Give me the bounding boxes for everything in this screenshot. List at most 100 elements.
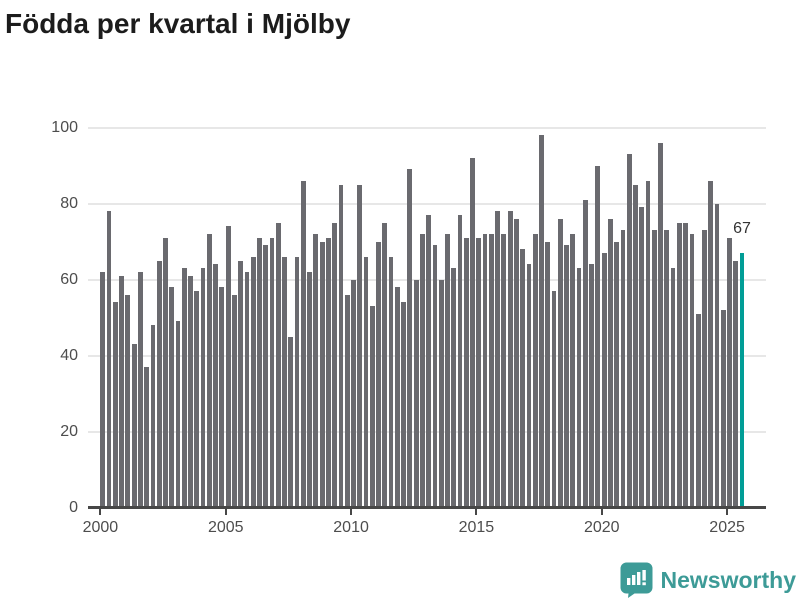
bar bbox=[232, 294, 237, 508]
bar bbox=[708, 180, 714, 508]
x-axis-tick bbox=[475, 509, 478, 515]
bar bbox=[313, 233, 319, 508]
bar bbox=[539, 135, 544, 508]
bar bbox=[689, 233, 695, 508]
bar bbox=[438, 279, 444, 508]
bar bbox=[432, 245, 438, 508]
chart-title: Födda per kvartal i Mjölby bbox=[5, 8, 351, 39]
bar bbox=[175, 321, 181, 508]
bar bbox=[564, 245, 569, 508]
bar bbox=[507, 211, 513, 508]
bar bbox=[620, 230, 626, 508]
bar bbox=[376, 241, 381, 508]
bar bbox=[244, 271, 250, 508]
bar bbox=[332, 222, 338, 508]
x-axis-label: 2025 bbox=[709, 518, 745, 536]
bar bbox=[269, 237, 275, 508]
bar bbox=[695, 313, 701, 508]
bar bbox=[608, 218, 613, 508]
x-axis-tick bbox=[350, 509, 353, 515]
bar bbox=[658, 142, 663, 508]
x-axis-label: 2015 bbox=[458, 518, 495, 536]
bar bbox=[601, 252, 607, 508]
bar bbox=[645, 180, 651, 508]
x-axis-tick bbox=[99, 509, 102, 515]
bar bbox=[357, 184, 363, 508]
bar bbox=[702, 230, 707, 508]
bar bbox=[294, 256, 300, 508]
bar bbox=[138, 271, 143, 508]
bar bbox=[213, 264, 218, 508]
bar bbox=[200, 268, 206, 508]
bar bbox=[275, 222, 281, 508]
x-axis-label: 2000 bbox=[82, 518, 119, 536]
bar bbox=[451, 268, 457, 508]
bar bbox=[282, 256, 287, 508]
bar bbox=[163, 237, 168, 508]
bar bbox=[676, 222, 682, 508]
bar bbox=[238, 260, 244, 508]
bar bbox=[106, 211, 112, 508]
bar bbox=[382, 222, 388, 508]
bar bbox=[614, 241, 620, 508]
bar bbox=[188, 275, 193, 508]
bar bbox=[545, 241, 551, 508]
bar bbox=[733, 260, 739, 508]
bar bbox=[119, 275, 124, 508]
bar bbox=[225, 226, 231, 508]
bar bbox=[482, 233, 488, 508]
x-axis-label: 2005 bbox=[207, 518, 244, 536]
bar bbox=[206, 233, 212, 508]
bar bbox=[156, 260, 162, 508]
bar bbox=[344, 294, 350, 508]
bar bbox=[626, 154, 632, 508]
bar bbox=[413, 279, 419, 508]
bar bbox=[257, 237, 262, 508]
bar bbox=[470, 157, 475, 508]
bar bbox=[589, 264, 595, 508]
bar bbox=[351, 279, 356, 508]
bar bbox=[582, 199, 588, 508]
bar bbox=[576, 268, 582, 508]
newsworthy-bar-chart-bubble-icon bbox=[620, 562, 653, 598]
bar bbox=[570, 233, 576, 508]
bar bbox=[426, 214, 432, 508]
bar bbox=[445, 233, 450, 508]
bar bbox=[526, 264, 532, 508]
bar bbox=[683, 222, 689, 508]
bar bbox=[394, 287, 400, 508]
bar bbox=[463, 237, 469, 508]
x-axis-label: 2010 bbox=[333, 518, 369, 536]
y-axis-label: 60 bbox=[60, 270, 78, 288]
bar bbox=[495, 211, 501, 508]
newsworthy-logo-text: Newsworthy bbox=[660, 566, 796, 593]
bar bbox=[194, 290, 200, 508]
bar bbox=[181, 268, 187, 508]
bar bbox=[300, 180, 306, 508]
bar bbox=[551, 290, 557, 508]
bar bbox=[338, 184, 344, 508]
bar bbox=[514, 218, 519, 508]
bar bbox=[595, 165, 601, 508]
y-axis-label: 20 bbox=[60, 422, 78, 440]
bar bbox=[131, 344, 137, 508]
newsworthy-logo[interactable]: Newsworthy bbox=[620, 562, 796, 598]
bar bbox=[219, 287, 225, 508]
gridline-y-100 bbox=[88, 126, 766, 129]
bar bbox=[363, 256, 369, 508]
bar bbox=[401, 302, 407, 508]
bar bbox=[420, 233, 425, 508]
bar bbox=[633, 184, 638, 508]
y-axis-label: 100 bbox=[51, 118, 78, 136]
bar bbox=[664, 230, 670, 508]
y-axis-label: 80 bbox=[60, 194, 78, 212]
bar bbox=[125, 294, 131, 508]
bar bbox=[727, 237, 732, 508]
x-axis-tick bbox=[726, 509, 729, 515]
bar bbox=[144, 366, 150, 508]
bar bbox=[557, 218, 563, 508]
bar bbox=[532, 233, 538, 508]
bar bbox=[326, 237, 331, 508]
bar-value-label: 67 bbox=[733, 219, 751, 237]
